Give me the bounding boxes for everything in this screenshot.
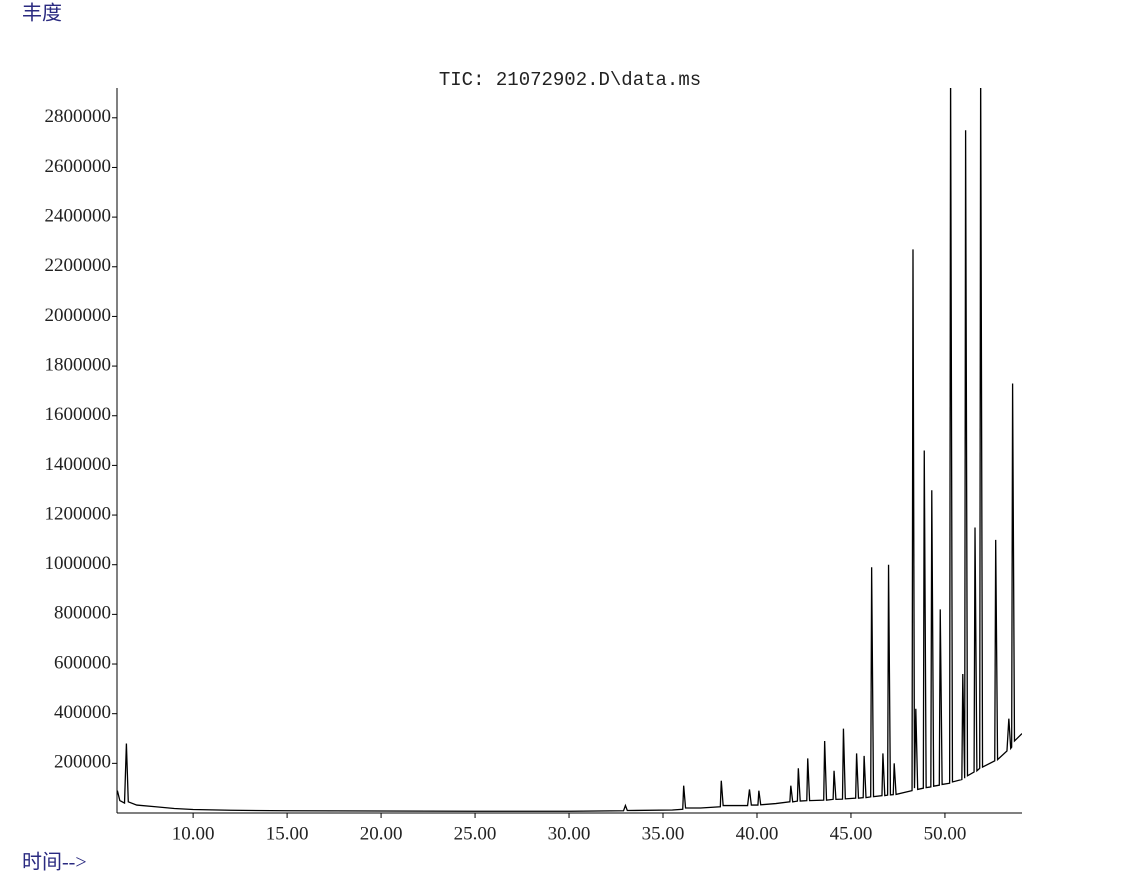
- x-tick-label: 30.00: [548, 823, 591, 844]
- x-tick-label: 50.00: [924, 823, 967, 844]
- y-tick-label: 600000: [54, 652, 111, 673]
- y-tick-label: 2800000: [45, 106, 112, 127]
- y-tick-label: 1200000: [45, 503, 112, 524]
- x-tick-label: 40.00: [736, 823, 779, 844]
- y-axis-label: 丰度: [22, 2, 62, 25]
- y-tick-label: 2200000: [45, 255, 112, 276]
- y-tick-label: 2600000: [45, 156, 112, 177]
- y-tick-label: 2400000: [45, 205, 112, 226]
- y-tick-label: 200000: [54, 752, 111, 773]
- chart-title: TIC: 21072902.D\data.ms: [439, 69, 701, 91]
- x-axis-label: 时间-->: [22, 851, 87, 873]
- y-tick-label: 1800000: [45, 354, 112, 375]
- y-tick-label: 1000000: [45, 553, 112, 574]
- x-tick-label: 20.00: [360, 823, 403, 844]
- y-tick-label: 2000000: [45, 305, 112, 326]
- y-tick-label: 1400000: [45, 454, 112, 475]
- series-line: [117, 88, 1022, 812]
- x-tick-label: 45.00: [830, 823, 873, 844]
- y-tick-label: 1600000: [45, 404, 112, 425]
- x-tick-label: 15.00: [266, 823, 309, 844]
- y-tick-label: 400000: [54, 702, 111, 723]
- x-tick-label: 35.00: [642, 823, 685, 844]
- y-tick-label: 800000: [54, 603, 111, 624]
- x-tick-label: 25.00: [454, 823, 497, 844]
- x-tick-label: 10.00: [172, 823, 215, 844]
